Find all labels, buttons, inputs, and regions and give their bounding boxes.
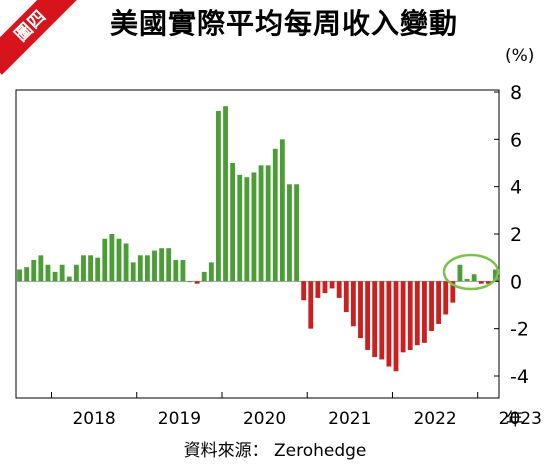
bar (429, 281, 434, 332)
bar (45, 264, 51, 282)
bar (73, 264, 79, 282)
bar (208, 262, 214, 282)
bar (38, 255, 44, 282)
x-tick-label: 2021 (328, 409, 371, 429)
bar (485, 281, 491, 284)
bar (386, 281, 392, 367)
bar (471, 274, 477, 282)
bar (336, 281, 342, 298)
bar (173, 260, 179, 282)
x-tick-label: 2023 (499, 409, 542, 429)
bar (109, 234, 115, 282)
y-tick-label: -2 (510, 319, 529, 341)
source-note: 資料來源： Zerohedge (183, 441, 367, 461)
bar (287, 184, 292, 282)
bar (59, 264, 65, 282)
bar (372, 281, 378, 358)
bar (393, 281, 399, 372)
bar (52, 271, 58, 282)
bar (457, 264, 463, 282)
bar (166, 248, 172, 282)
bar (329, 281, 335, 289)
bar (187, 281, 193, 283)
bar (443, 281, 449, 315)
bar (493, 269, 498, 282)
bar (258, 165, 264, 282)
bar (301, 281, 307, 301)
bar (414, 281, 420, 346)
bars (17, 106, 498, 372)
y-tick-label: -4 (510, 366, 529, 388)
y-tick-label: 0 (510, 271, 522, 293)
bar (308, 281, 314, 329)
bar (251, 172, 257, 282)
bar (343, 281, 349, 313)
bar (322, 281, 328, 294)
y-tick-label: 2 (510, 224, 522, 246)
bar (400, 281, 406, 353)
bar (123, 243, 129, 282)
bar (230, 163, 236, 282)
bar (237, 174, 243, 282)
bar (88, 255, 93, 282)
x-tick-label: 2018 (72, 409, 115, 429)
bar (223, 106, 228, 282)
bar (201, 271, 207, 282)
bar (350, 281, 356, 327)
bar (436, 281, 442, 324)
x-axis-label: 年 (506, 410, 523, 430)
bar (24, 267, 30, 282)
bar (180, 260, 186, 282)
bar (265, 165, 271, 282)
bar (81, 255, 86, 282)
bar (379, 281, 385, 360)
x-tick-label: 2019 (158, 409, 201, 429)
bar (144, 255, 150, 282)
bar (17, 269, 22, 282)
bar (464, 278, 470, 282)
bar (152, 250, 157, 282)
bar (137, 255, 143, 282)
bar (450, 281, 456, 303)
bar (116, 238, 122, 282)
bar (422, 281, 427, 343)
y-tick-label: 8 (510, 82, 522, 104)
bar (66, 276, 72, 282)
y-unit-label: (%) (505, 46, 535, 66)
bar (279, 139, 285, 282)
bar (244, 177, 250, 282)
bar (216, 110, 221, 282)
bar (478, 281, 484, 284)
plot-frame (15, 89, 500, 399)
bar (102, 238, 108, 282)
bar (315, 281, 321, 298)
y-tick-label: 6 (510, 129, 522, 151)
bar (407, 281, 413, 350)
bar (95, 257, 101, 282)
y-tick-label: 4 (510, 177, 522, 199)
bar (194, 281, 200, 284)
bar (365, 281, 371, 350)
x-tick-label: 2022 (413, 409, 456, 429)
bar (358, 281, 363, 339)
bar (159, 248, 165, 282)
bar (272, 148, 278, 282)
y-axis: -4 -2 0 2 4 6 8 (494, 82, 529, 388)
chart-title: 美國實際平均每周收入變動 (110, 7, 459, 40)
bar (31, 260, 37, 282)
highlight-ellipse (442, 253, 500, 291)
x-tick-label: 2020 (243, 409, 286, 429)
x-axis: 2018 2019 2020 2021 2022 2023 (51, 392, 542, 429)
bar (130, 262, 136, 282)
bar (294, 184, 299, 282)
